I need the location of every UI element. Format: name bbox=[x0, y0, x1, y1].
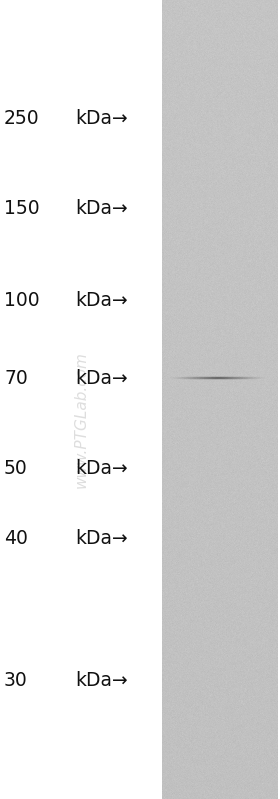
Text: 100: 100 bbox=[4, 291, 40, 309]
Text: kDa→: kDa→ bbox=[75, 459, 128, 478]
Text: 30: 30 bbox=[4, 670, 28, 690]
Text: kDa→: kDa→ bbox=[75, 109, 128, 128]
Text: www.PTGLab.com: www.PTGLab.com bbox=[73, 352, 88, 488]
Text: kDa→: kDa→ bbox=[75, 528, 128, 547]
Text: 70: 70 bbox=[4, 368, 28, 388]
Text: 40: 40 bbox=[4, 528, 28, 547]
Text: kDa→: kDa→ bbox=[75, 670, 128, 690]
Text: kDa→: kDa→ bbox=[75, 368, 128, 388]
Text: 250: 250 bbox=[4, 109, 40, 128]
Text: kDa→: kDa→ bbox=[75, 291, 128, 309]
Text: 150: 150 bbox=[4, 198, 40, 217]
Text: kDa→: kDa→ bbox=[75, 198, 128, 217]
Text: 50: 50 bbox=[4, 459, 28, 478]
